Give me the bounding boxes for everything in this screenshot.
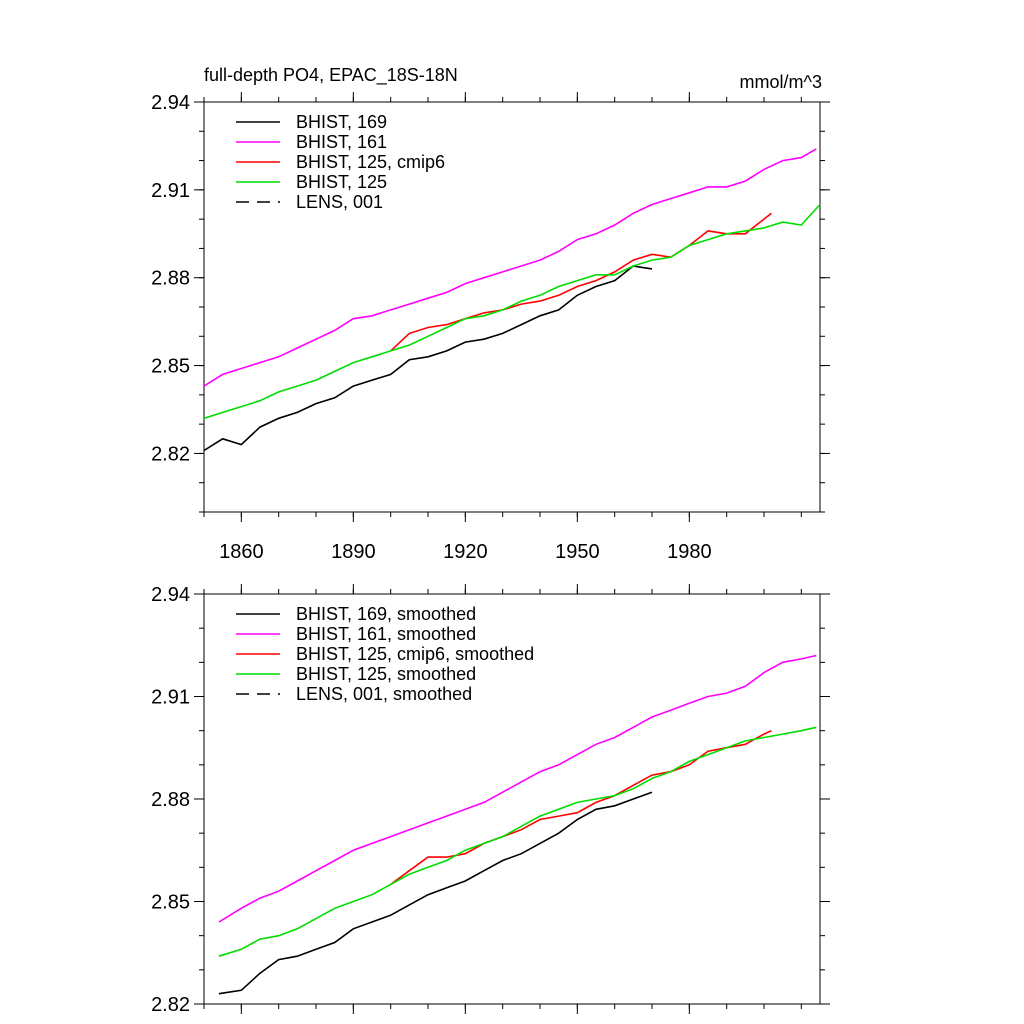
y-tick-label: 2.91 xyxy=(151,687,190,709)
series-line xyxy=(218,726,817,957)
legend-label: LENS, 001 xyxy=(296,192,383,212)
series-line xyxy=(218,791,653,995)
axis-ticks: 2.82 2.85 2.88 2.91 2.94 xyxy=(151,584,830,1016)
legend-label: BHIST, 169, smoothed xyxy=(296,604,476,624)
legend-label: BHIST, 125, cmip6, smoothed xyxy=(296,644,534,664)
series-line xyxy=(390,729,772,886)
legend-label: BHIST, 161 xyxy=(296,132,387,152)
units-label: mmol/m^3 xyxy=(740,72,822,92)
legend-label: BHIST, 161, smoothed xyxy=(296,624,476,644)
axis-ticks: 2.82 2.85 2.88 2.91 2.94 1860 1890 1920 1950 1980 xyxy=(151,92,830,563)
legend-label: LENS, 001, smoothed xyxy=(296,684,472,704)
y-tick-label: 2.91 xyxy=(151,180,190,202)
x-tick-label: 1920 xyxy=(443,541,488,563)
legend-label: BHIST, 125, cmip6 xyxy=(296,152,445,172)
legend-label: BHIST, 125, smoothed xyxy=(296,664,476,684)
chart-title: full-depth PO4, EPAC_18S-18N xyxy=(204,65,458,86)
x-tick-label: 1890 xyxy=(331,541,376,563)
y-tick-label: 2.88 xyxy=(151,268,190,290)
y-tick-label: 2.85 xyxy=(151,892,190,914)
series-lines xyxy=(218,654,817,995)
series-line xyxy=(390,212,772,352)
series-line xyxy=(203,203,821,420)
series-line xyxy=(203,148,817,387)
legend-label: BHIST, 125 xyxy=(296,172,387,192)
y-tick-label: 2.85 xyxy=(151,356,190,378)
series-line xyxy=(203,265,653,452)
bottom-panel: 2.82 2.85 2.88 2.91 2.94 BHIST, 169, smoothe… xyxy=(151,584,830,1016)
x-tick-label: 1950 xyxy=(555,541,600,563)
x-tick-label: 1860 xyxy=(219,541,264,563)
series-line xyxy=(218,654,817,923)
y-tick-label: 2.82 xyxy=(151,443,190,465)
x-tick-label: 1980 xyxy=(667,541,712,563)
top-panel: full-depth PO4, EPAC_18S-18N mmol/m^3 2.… xyxy=(151,65,830,563)
y-tick-label: 2.94 xyxy=(151,92,190,114)
series-lines xyxy=(203,148,821,452)
legend-label: BHIST, 169 xyxy=(296,112,387,132)
y-tick-label: 2.82 xyxy=(151,994,190,1016)
y-tick-label: 2.88 xyxy=(151,789,190,811)
y-tick-label: 2.94 xyxy=(151,584,190,606)
